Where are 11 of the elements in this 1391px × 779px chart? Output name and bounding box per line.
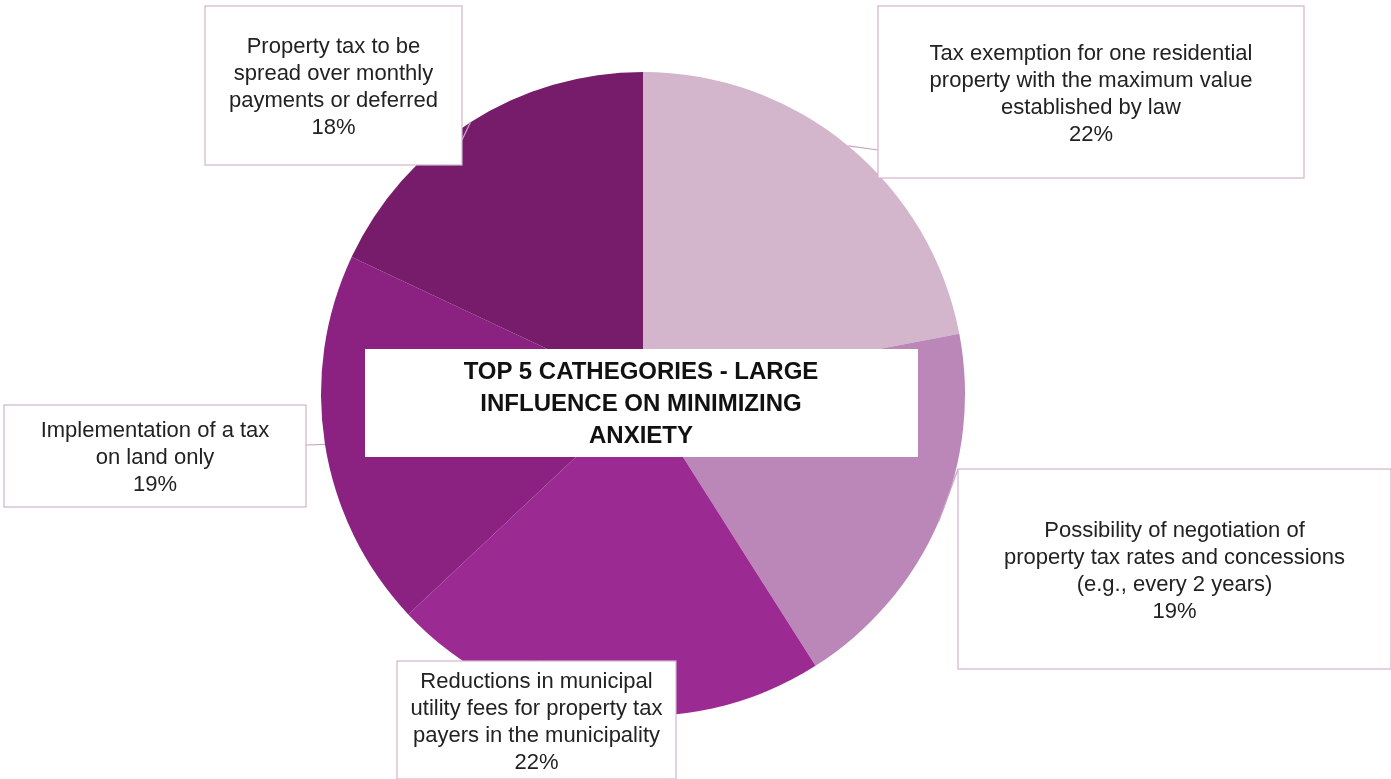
slice-label: Reductions in municipal utility fees for property tax payers in the municipality — [410, 667, 663, 747]
data-label: 19% — [132, 471, 178, 496]
slice-label: Tax exemption for one residential property with the maximum value established by law — [929, 39, 1253, 119]
text: TOP 5 CATHEGORIES - LARGE INFLUENCE ON MINIMIZING ANXIETY — [463, 357, 819, 448]
data-label: 22% — [1068, 120, 1114, 146]
slice-label: Possibility of negotiation of property tax rates and concessions (e.g., every 2 years) — [1003, 516, 1346, 596]
slice-label: Property tax to be spread over monthly payments or deferred — [228, 33, 439, 112]
slice-label: Implementation of a tax on land only — [40, 417, 270, 469]
data-label: 18% — [311, 114, 356, 139]
data-label: 19% — [1152, 597, 1197, 623]
data-label: 22% — [514, 748, 559, 774]
